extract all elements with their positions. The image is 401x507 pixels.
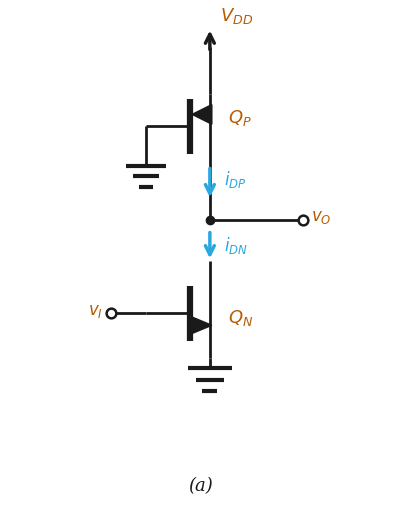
Text: $v_I$: $v_I$ xyxy=(88,303,103,320)
Text: $i_{DP}$: $i_{DP}$ xyxy=(223,169,246,190)
Text: $Q_N$: $Q_N$ xyxy=(227,308,252,329)
Text: $V_{DD}$: $V_{DD}$ xyxy=(219,6,252,26)
Polygon shape xyxy=(192,104,211,124)
Polygon shape xyxy=(188,315,211,335)
Text: (a): (a) xyxy=(188,477,213,495)
Text: $v_O$: $v_O$ xyxy=(311,209,331,226)
Text: $Q_P$: $Q_P$ xyxy=(227,108,251,128)
Text: $i_{DN}$: $i_{DN}$ xyxy=(223,235,247,256)
